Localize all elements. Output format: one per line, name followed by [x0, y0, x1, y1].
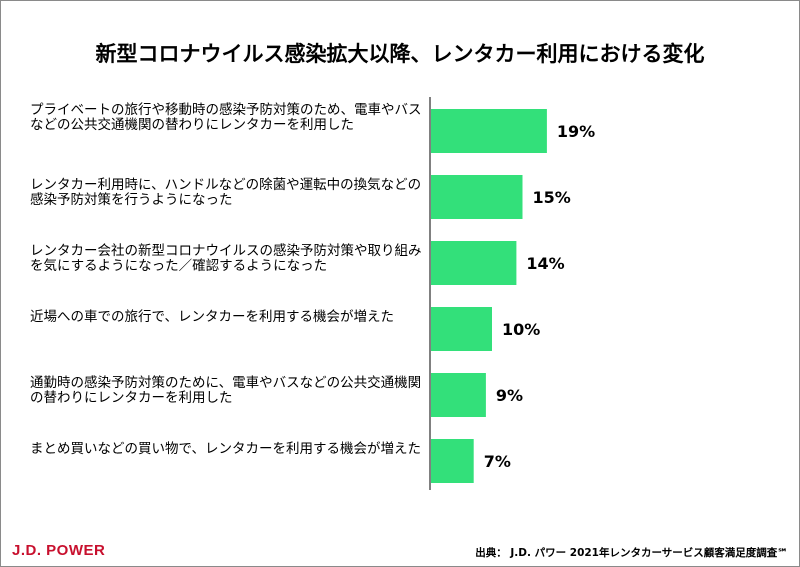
- bar-value-label-1: 19%: [557, 122, 595, 141]
- category-label-3: レンタカー会社の新型コロナウイルスの感染予防対策や取り組みを気にするようになった…: [30, 243, 422, 274]
- category-label-1: プライベートの旅行や移動時の感染予防対策のため、電車やバスなどの公共交通機関の替…: [30, 102, 422, 133]
- jd-power-logo: J.D. POWER: [12, 542, 106, 559]
- bar-2: [431, 175, 523, 219]
- chart-title: 新型コロナウイルス感染拡大以降、レンタカー利用における変化: [95, 42, 705, 66]
- bar-value-label-5: 9%: [496, 386, 523, 405]
- bar-6: [431, 439, 474, 483]
- category-label-2: レンタカー利用時に、ハンドルなどの除菌や運転中の換気などの感染予防対策を行うよう…: [30, 177, 422, 208]
- bar-3: [431, 241, 517, 285]
- bar-value-label-6: 7%: [484, 452, 511, 471]
- bar-4: [431, 307, 492, 351]
- bar-value-label-3: 14%: [526, 254, 564, 273]
- bar-value-label-2: 15%: [533, 188, 571, 207]
- bar-value-label-4: 10%: [502, 320, 540, 339]
- source-note: 出典： J.D. パワー 2021年レンタカーサービス顧客満足度調査℠: [475, 547, 788, 559]
- bar-5: [431, 373, 486, 417]
- bar-1: [431, 109, 547, 153]
- category-label-5: 通勤時の感染予防対策のために、電車やバスなどの公共交通機関の替わりにレンタカーを…: [30, 375, 422, 406]
- category-label-4: 近場への車での旅行で、レンタカーを利用する機会が増えた: [30, 309, 394, 325]
- category-label-6: まとめ買いなどの買い物で、レンタカーを利用する機会が増えた: [30, 441, 421, 457]
